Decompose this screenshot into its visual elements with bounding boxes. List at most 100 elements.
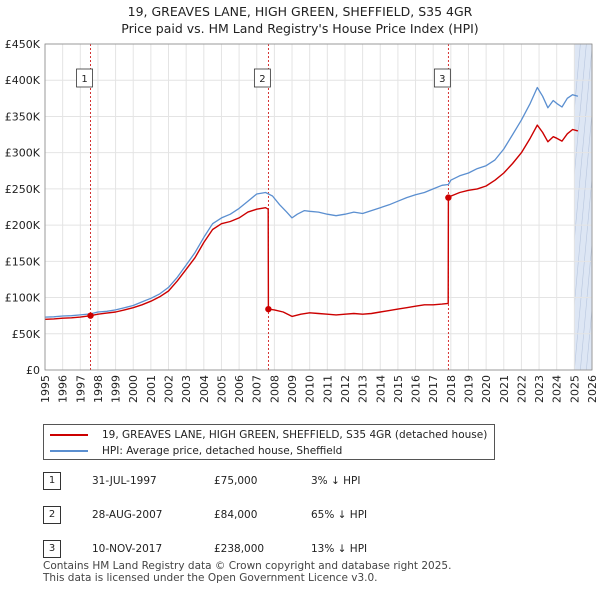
sale-marker-label: 3: [439, 74, 445, 85]
forecast-hatch: [484, 44, 514, 370]
sale-number-badge: 2: [43, 506, 61, 524]
x-tick-label: 1996: [57, 375, 70, 403]
x-tick-label: 2012: [339, 375, 352, 403]
x-tick-label: 1995: [39, 375, 52, 403]
forecast-hatch: [532, 44, 562, 370]
sale-point: [87, 312, 94, 319]
x-tick-label: 2022: [515, 375, 528, 403]
sale-price: £75,000: [214, 475, 258, 487]
sale-row: 2 28-AUG-2007 £84,000 65% ↓ HPI: [43, 506, 383, 540]
series-line-hpi: [44, 86, 579, 318]
x-tick-label: 2009: [286, 375, 299, 403]
x-tick-label: 2011: [321, 375, 334, 403]
sale-marker-label: 2: [259, 74, 265, 85]
forecast-hatch: [502, 44, 532, 370]
sale-point: [265, 305, 272, 313]
forecast-hatch: [508, 44, 538, 370]
y-tick-label: £350K: [5, 110, 41, 123]
x-tick-label: 2026: [586, 375, 599, 403]
sale-marker-box: [76, 68, 93, 88]
forecast-hatch: [466, 44, 496, 370]
sale-hpi-diff: 13% ↓ HPI: [311, 543, 368, 555]
sale-date: 31-JUL-1997: [92, 475, 157, 487]
forecast-hatch: [538, 44, 568, 370]
forecast-hatch: [586, 305, 593, 370]
y-tick-label: £100K: [5, 292, 41, 305]
legend-label-hpi: HPI: Average price, detached house, Shef…: [102, 445, 343, 457]
chart-legend: 19, GREAVES LANE, HIGH GREEN, SHEFFIELD,…: [43, 424, 495, 460]
forecast-hatch: [574, 44, 587, 178]
y-tick-label: £0: [26, 364, 40, 377]
sale-number-badge: 1: [43, 472, 61, 490]
y-tick-label: £200K: [5, 219, 41, 232]
footer-line-1: Contains HM Land Registry data © Crown c…: [43, 560, 452, 572]
x-tick-label: 1998: [92, 375, 105, 403]
sale-price: £84,000: [214, 509, 258, 521]
forecast-hatch: [574, 174, 593, 370]
x-tick-label: 2025: [568, 375, 581, 403]
sale-row: 1 31-JUL-1997 £75,000 3% ↓ HPI: [43, 472, 383, 506]
sale-price: £238,000: [214, 543, 265, 555]
chart-title: 19, GREAVES LANE, HIGH GREEN, SHEFFIELD,…: [127, 4, 473, 19]
chart-subtitle: Price paid vs. HM Land Registry's House …: [121, 21, 479, 36]
x-tick-label: 2001: [145, 375, 158, 403]
sale-hpi-diff: 65% ↓ HPI: [311, 509, 368, 521]
x-tick-label: 2019: [462, 375, 475, 403]
forecast-hatch: [526, 44, 556, 370]
forecast-hatch: [574, 44, 581, 113]
x-tick-label: 2010: [304, 375, 317, 403]
x-tick-label: 2017: [427, 375, 440, 403]
y-tick-label: £50K: [12, 328, 41, 341]
series-line-property: [44, 124, 579, 320]
forecast-hatch: [472, 44, 502, 370]
footer-copyright: Contains HM Land Registry data © Crown c…: [43, 560, 452, 584]
sale-point: [445, 194, 452, 201]
sale-marker-box: [253, 68, 271, 88]
footer-line-2: This data is licensed under the Open Gov…: [43, 571, 378, 584]
forecast-hatch: [574, 44, 593, 243]
sales-table: 1 31-JUL-1997 £75,000 3% ↓ HPI 2 28-AUG-…: [43, 472, 383, 574]
x-tick-label: 2018: [445, 375, 458, 403]
x-tick-label: 2006: [233, 375, 246, 403]
x-tick-label: 2021: [498, 375, 511, 403]
sale-marker-label: 1: [81, 74, 87, 85]
y-tick-label: £150K: [5, 255, 41, 268]
plot-frame: [44, 43, 593, 371]
forecast-hatch: [574, 44, 575, 48]
x-tick-label: 2004: [198, 375, 211, 403]
x-tick-label: 1999: [110, 375, 123, 403]
forecast-hatch: [592, 44, 600, 370]
y-tick-label: £400K: [5, 74, 41, 87]
x-tick-label: 2016: [410, 375, 423, 403]
x-tick-label: 2013: [357, 375, 370, 403]
price-chart: 1 2 3 £0 £50K £100K £150K £200K £250K £300K £350K…: [5, 38, 600, 403]
x-tick-label: 2002: [163, 375, 176, 403]
x-tick-label: 2008: [268, 375, 281, 403]
forecast-hatch: [574, 109, 593, 309]
x-tick-label: 2024: [551, 375, 564, 403]
legend-swatch-property: [50, 434, 88, 436]
x-tick-label: 2003: [180, 375, 193, 403]
forecast-hatch: [454, 44, 484, 370]
x-tick-label: 2020: [480, 375, 493, 403]
legend-label-property: 19, GREAVES LANE, HIGH GREEN, SHEFFIELD,…: [102, 429, 488, 441]
sale-date: 10-NOV-2017: [92, 543, 163, 555]
x-tick-label: 1997: [74, 375, 87, 403]
x-tick-label: 2023: [533, 375, 546, 403]
legend-item-property: 19, GREAVES LANE, HIGH GREEN, SHEFFIELD,…: [50, 427, 487, 443]
sale-date: 28-AUG-2007: [92, 509, 163, 521]
legend-item-hpi: HPI: Average price, detached house, Shef…: [50, 443, 342, 459]
forecast-hatch: [490, 44, 520, 370]
x-tick-label: 2015: [392, 375, 405, 403]
y-tick-label: £250K: [5, 183, 41, 196]
legend-swatch-hpi: [50, 450, 88, 452]
sale-number-badge: 3: [43, 540, 61, 558]
y-tick-label: £300K: [5, 147, 41, 160]
sale-row: 3 10-NOV-2017 £238,000 13% ↓ HPI: [43, 540, 383, 574]
x-tick-label: 2014: [374, 375, 387, 403]
x-tick-label: 2005: [215, 375, 228, 403]
x-tick-label: 2007: [251, 375, 264, 403]
forecast-hatch: [580, 240, 593, 370]
y-tick-label: £450K: [5, 38, 41, 51]
sale-marker-box: [433, 68, 451, 88]
